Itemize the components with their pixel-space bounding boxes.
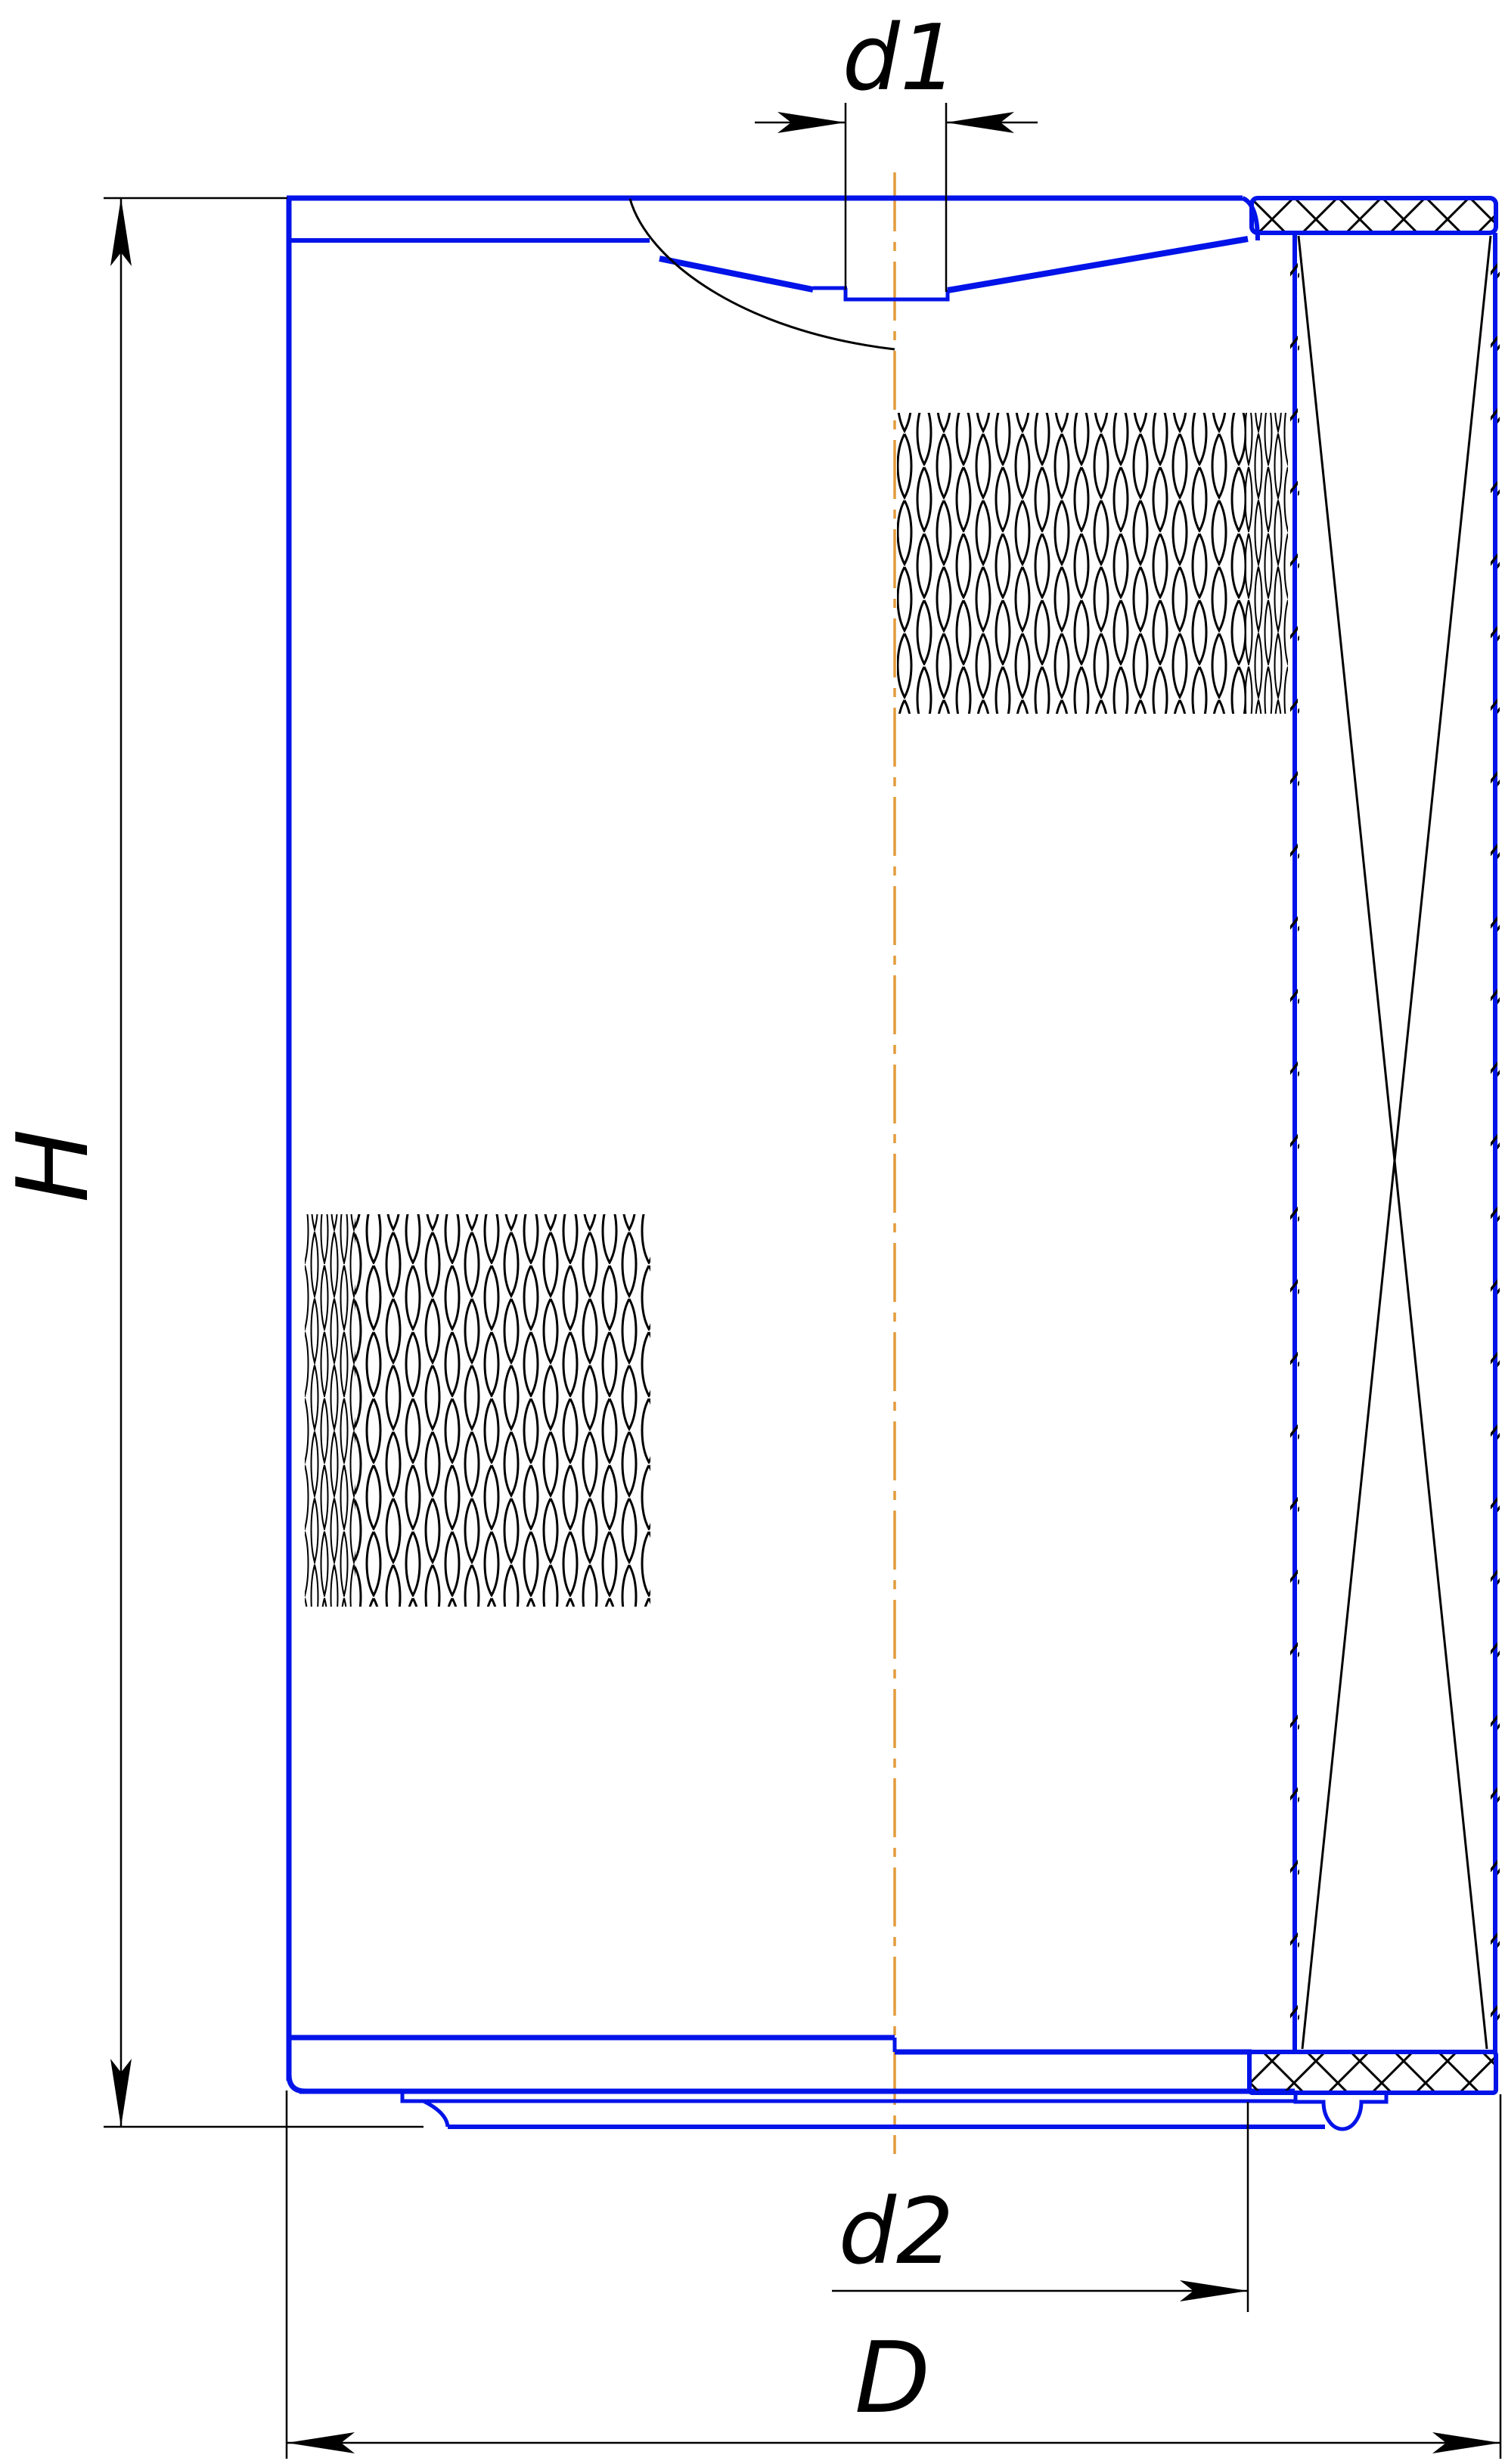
d2-arrow: [1180, 2280, 1248, 2301]
pleat-diagonal-2: [1301, 235, 1492, 2050]
perforated-mesh-areas: [305, 413, 1288, 1607]
D-arrow-right: [1432, 2432, 1500, 2453]
dimension-d1: d1: [755, 6, 1038, 292]
center-hub-lip: [843, 288, 950, 302]
lower-mesh-edge: [305, 1214, 355, 1607]
dimension-D: D: [285, 2091, 1502, 2459]
bottom-plate-step: [400, 2091, 1296, 2103]
top-cone-right: [947, 236, 1249, 293]
D-arrow-left: [287, 2432, 355, 2453]
H-label: H: [0, 1129, 110, 1203]
dimension-H: H: [0, 197, 424, 2128]
thin-outline-lines: [628, 198, 1492, 2050]
upper-mesh-edge: [1245, 413, 1288, 714]
d1-arrow-left: [777, 112, 846, 133]
dimension-d2: d2: [832, 2102, 1249, 2312]
bottom-plate-curve: [422, 2099, 450, 2128]
outer-wall-hatch-ticks: [1491, 236, 1500, 2047]
inner-wall-hatch-ticks: [1290, 236, 1299, 2047]
d1-arrow-right: [946, 112, 1014, 133]
bottom-groove: [1293, 2093, 1389, 2131]
top-gasket-seal: [1249, 196, 1498, 235]
H-arrow-down: [110, 2059, 132, 2127]
H-arrow-up: [110, 198, 132, 266]
d1-label: d1: [842, 6, 958, 111]
d2-label: d2: [839, 2180, 954, 2285]
bottom-gasket-seal: [1247, 2050, 1498, 2095]
top-dome-arc: [628, 198, 895, 351]
lower-mesh-area: [355, 1214, 650, 1607]
upper-mesh-area: [897, 413, 1246, 714]
D-label: D: [855, 2320, 930, 2435]
top-cone-left: [659, 256, 814, 293]
pleat-diagonal-1: [1297, 235, 1488, 2050]
